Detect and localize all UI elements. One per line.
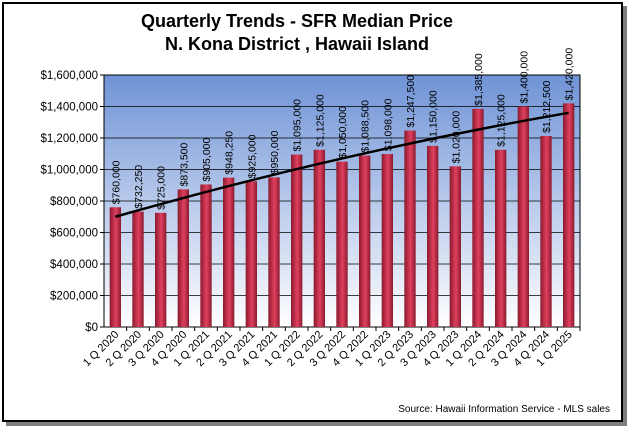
trendline <box>114 111 569 218</box>
bar <box>268 177 280 327</box>
data-label: $1,095,000 <box>292 99 304 152</box>
bar <box>472 108 484 327</box>
data-label: $948,250 <box>224 131 236 175</box>
bar <box>563 103 575 327</box>
y-tick-label: $1,600,000 <box>40 70 98 82</box>
data-label: $1,400,000 <box>518 51 530 104</box>
bar <box>359 155 371 327</box>
data-label: $1,020,000 <box>450 111 462 164</box>
bar <box>449 166 461 327</box>
bar <box>427 145 439 327</box>
data-label: $1,125,000 <box>314 94 326 147</box>
data-labels: $760,000 $732,250 $725,000 $873,500 $905,000… <box>110 48 575 210</box>
chart-subtitle: N. Kona District , Hawaii Island <box>165 34 429 54</box>
bar <box>245 181 257 327</box>
bar <box>109 207 121 327</box>
bar <box>495 149 507 327</box>
data-label: $725,000 <box>156 166 168 210</box>
bar <box>336 161 348 327</box>
y-axis-ticks: $0 $200,000 $400,000 $600,000 $800,000 $1,000… <box>40 70 104 334</box>
data-label: $1,385,000 <box>473 53 485 106</box>
chart-title: Quarterly Trends - SFR Median Price <box>141 11 453 31</box>
bar <box>381 154 393 327</box>
bar <box>155 212 167 327</box>
data-label: $732,250 <box>133 165 145 209</box>
bar <box>291 154 303 327</box>
data-label: $1,150,000 <box>428 90 440 143</box>
bar <box>404 130 416 327</box>
y-tick-label: $400,000 <box>50 259 98 271</box>
data-label: $873,500 <box>178 142 190 186</box>
data-label: $925,000 <box>246 134 258 178</box>
bar <box>132 211 144 327</box>
bar <box>517 106 529 327</box>
bar <box>313 149 325 327</box>
data-label: $760,000 <box>110 160 122 204</box>
data-label: $1,212,500 <box>541 80 553 133</box>
trendline-group <box>114 111 569 218</box>
data-label: $1,088,500 <box>360 100 372 153</box>
data-label: $1,098,000 <box>382 98 394 151</box>
y-tick-label: $1,000,000 <box>40 165 98 177</box>
bar <box>223 177 235 327</box>
data-label: $1,420,000 <box>564 48 576 101</box>
bar <box>177 189 189 327</box>
y-tick-label: $0 <box>85 322 98 334</box>
bars <box>109 103 575 327</box>
data-label: $1,050,000 <box>337 106 349 159</box>
y-tick-label: $600,000 <box>50 228 98 240</box>
data-label: $1,125,000 <box>496 94 508 147</box>
source-note: Source: Hawaii Information Service - MLS… <box>398 404 610 415</box>
y-tick-label: $800,000 <box>50 196 98 208</box>
y-tick-label: $200,000 <box>50 291 98 303</box>
data-label: $1,247,500 <box>405 75 417 128</box>
data-label: $950,000 <box>269 130 281 174</box>
data-label: $905,000 <box>201 138 213 182</box>
bar <box>200 184 212 327</box>
y-tick-label: $1,400,000 <box>40 102 98 114</box>
y-tick-label: $1,200,000 <box>40 133 98 145</box>
bar <box>540 136 552 327</box>
